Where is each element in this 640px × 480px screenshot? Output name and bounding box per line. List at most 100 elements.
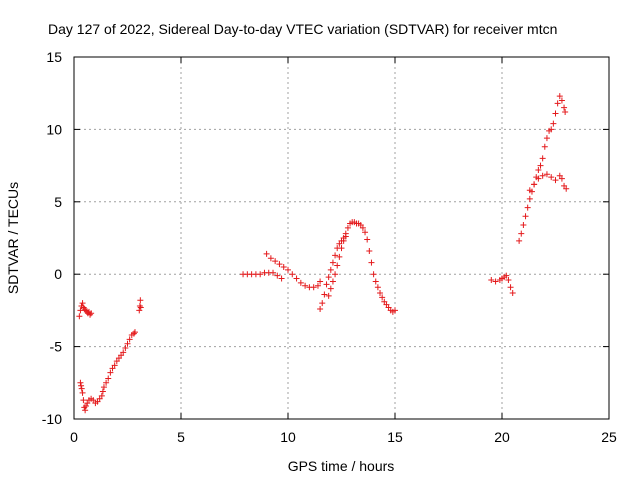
axis-ticks: 0 5 10 15 20 25 -10 -5 0 5 10 15: [42, 49, 617, 445]
data-point: [329, 278, 336, 285]
data-point: [137, 297, 144, 304]
y-tick-label: 10: [46, 121, 62, 137]
data-point: [535, 175, 542, 182]
y-tick-label: 15: [46, 49, 62, 65]
data-point: [552, 110, 559, 117]
data-point: [364, 236, 371, 243]
data-points: [76, 93, 570, 414]
data-point: [362, 229, 369, 236]
data-point: [552, 177, 559, 184]
data-point: [272, 258, 279, 265]
data-point: [278, 275, 285, 282]
data-point: [537, 162, 544, 169]
data-point: [263, 250, 270, 257]
data-point: [293, 275, 300, 282]
data-point: [87, 311, 94, 318]
data-point: [340, 237, 347, 244]
data-point: [317, 305, 324, 312]
x-tick-label: 5: [177, 429, 185, 445]
data-point: [111, 362, 118, 369]
data-point: [323, 281, 330, 288]
data-point: [539, 155, 546, 162]
data-point: [507, 284, 514, 291]
data-point: [374, 284, 381, 291]
data-point: [561, 104, 568, 111]
data-point: [317, 278, 324, 285]
data-point: [516, 237, 523, 244]
data-point: [310, 284, 317, 291]
data-point: [342, 233, 349, 240]
data-point: [82, 407, 89, 414]
data-point: [88, 310, 95, 317]
data-point: [327, 266, 334, 273]
x-tick-label: 0: [70, 429, 78, 445]
data-point: [131, 329, 138, 336]
data-point: [556, 93, 563, 100]
data-point: [274, 272, 281, 279]
data-point: [368, 259, 375, 266]
y-tick-label: -5: [50, 339, 63, 355]
data-point: [276, 261, 283, 268]
y-tick-label: 5: [54, 194, 62, 210]
data-point: [370, 271, 377, 278]
data-point: [332, 271, 339, 278]
data-point: [359, 224, 366, 231]
y-tick-label: 0: [54, 266, 62, 282]
data-point: [100, 384, 107, 391]
data-point: [103, 379, 110, 386]
data-point: [338, 245, 345, 252]
data-point: [80, 397, 87, 404]
data-point: [548, 126, 555, 133]
grid-lines: [74, 57, 609, 419]
data-point: [126, 336, 133, 343]
y-tick-label: -10: [42, 411, 62, 427]
data-point: [105, 375, 112, 382]
data-point: [526, 187, 533, 194]
data-point: [344, 224, 351, 231]
data-point: [319, 300, 326, 307]
data-point: [325, 274, 332, 281]
data-point: [520, 221, 527, 228]
data-point: [297, 279, 304, 286]
x-axis-label: GPS time / hours: [288, 458, 395, 474]
data-point: [379, 294, 386, 301]
data-point: [136, 303, 143, 310]
chart-title: Day 127 of 2022, Sidereal Day-to-day VTE…: [48, 21, 557, 37]
data-point: [120, 349, 127, 356]
data-point: [524, 204, 531, 211]
data-point: [77, 307, 84, 314]
data-point: [518, 230, 525, 237]
data-point: [82, 402, 89, 409]
data-point: [270, 269, 277, 276]
data-point: [78, 385, 85, 392]
data-point: [543, 171, 550, 178]
data-point: [558, 97, 565, 104]
data-point: [325, 292, 332, 299]
data-point: [554, 100, 561, 107]
data-point: [124, 340, 131, 347]
data-point: [377, 290, 384, 297]
data-point: [541, 143, 548, 150]
data-point: [531, 181, 538, 188]
data-point: [535, 166, 542, 173]
data-point: [314, 282, 321, 289]
data-point: [558, 175, 565, 182]
data-point: [122, 345, 129, 352]
data-point: [563, 185, 570, 192]
data-point: [492, 278, 499, 285]
data-point: [334, 262, 341, 269]
data-point: [79, 389, 86, 396]
data-point: [332, 252, 339, 259]
data-point: [107, 369, 114, 376]
data-point: [366, 248, 373, 255]
data-point: [280, 263, 287, 270]
data-point: [130, 330, 137, 337]
data-point: [302, 282, 309, 289]
data-point: [329, 259, 336, 266]
data-point: [285, 266, 291, 273]
data-point: [137, 304, 144, 311]
x-tick-label: 10: [280, 429, 296, 445]
data-point: [505, 276, 512, 283]
data-point: [79, 300, 86, 307]
